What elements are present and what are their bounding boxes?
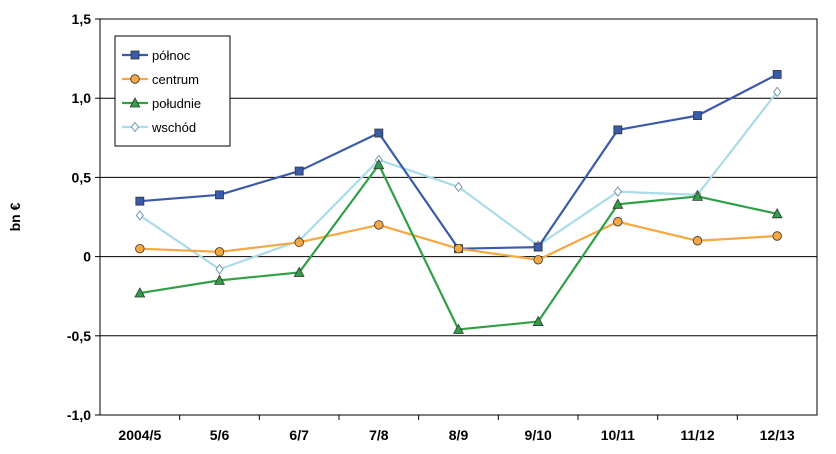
x-tick-label: 7/8 bbox=[369, 427, 389, 443]
legend-label: północ bbox=[152, 48, 191, 63]
x-tick-label: 11/12 bbox=[680, 427, 714, 443]
legend-marker bbox=[130, 121, 140, 133]
x-tick-label: 2004/5 bbox=[118, 427, 161, 443]
legend-label: centrum bbox=[152, 72, 199, 87]
legend-marker bbox=[130, 50, 140, 60]
data-point bbox=[772, 231, 782, 241]
data-point bbox=[214, 247, 225, 257]
data-point bbox=[612, 198, 624, 209]
data-point bbox=[135, 210, 144, 221]
legend-marker bbox=[130, 74, 140, 84]
data-point bbox=[773, 86, 782, 98]
data-point bbox=[374, 220, 384, 230]
data-point bbox=[533, 255, 543, 265]
data-point bbox=[454, 181, 463, 193]
y-tick-label: -0,5 bbox=[67, 328, 91, 344]
legend-marker bbox=[129, 97, 141, 108]
data-point bbox=[215, 190, 224, 200]
data-point bbox=[374, 128, 384, 138]
x-axis-ticks: 2004/5 5/6 6/7 7/8 8/9 9/10 10/11 11/12 12/13 bbox=[118, 415, 795, 443]
data-point bbox=[772, 70, 782, 79]
data-point bbox=[293, 266, 305, 277]
data-point bbox=[294, 237, 304, 248]
data-point bbox=[613, 186, 622, 197]
data-point bbox=[692, 190, 703, 201]
legend: północ centrum południe wschód bbox=[114, 35, 231, 147]
data-point bbox=[215, 264, 224, 275]
x-tick-label: 8/9 bbox=[449, 427, 469, 443]
data-point bbox=[453, 323, 464, 334]
data-point bbox=[613, 217, 623, 227]
data-point bbox=[453, 243, 464, 254]
series-group bbox=[134, 70, 783, 334]
data-point bbox=[613, 125, 623, 135]
data-point bbox=[294, 166, 304, 176]
data-point bbox=[771, 207, 783, 219]
data-point bbox=[134, 287, 146, 298]
series-1 bbox=[135, 217, 782, 265]
legend-label: wschód bbox=[151, 120, 196, 135]
series-2 bbox=[134, 158, 783, 334]
y-tick-label: 0,5 bbox=[72, 169, 92, 185]
y-tick-label: 0 bbox=[83, 249, 91, 265]
y-tick-label: -1,0 bbox=[67, 407, 91, 423]
y-axis-ticks: -1,0 -0,5 0 0,5 1,0 1,5 bbox=[67, 11, 100, 423]
data-point bbox=[533, 242, 543, 252]
data-point bbox=[135, 196, 145, 206]
data-point bbox=[135, 243, 145, 254]
y-axis-label: bn € bbox=[7, 202, 23, 231]
x-tick-label: 10/11 bbox=[601, 427, 635, 443]
data-point bbox=[693, 111, 702, 121]
data-point bbox=[532, 315, 544, 326]
y-tick-label: 1,5 bbox=[72, 11, 92, 27]
x-tick-label: 12/13 bbox=[760, 427, 795, 443]
gridlines bbox=[100, 97, 817, 337]
data-point bbox=[373, 158, 385, 170]
x-tick-label: 6/7 bbox=[289, 427, 309, 443]
y-tick-label: 1,0 bbox=[72, 90, 92, 106]
legend-label: południe bbox=[152, 96, 201, 111]
x-tick-label: 5/6 bbox=[210, 427, 230, 443]
data-point bbox=[692, 236, 703, 246]
x-tick-label: 9/10 bbox=[525, 427, 552, 443]
data-point bbox=[214, 274, 225, 285]
